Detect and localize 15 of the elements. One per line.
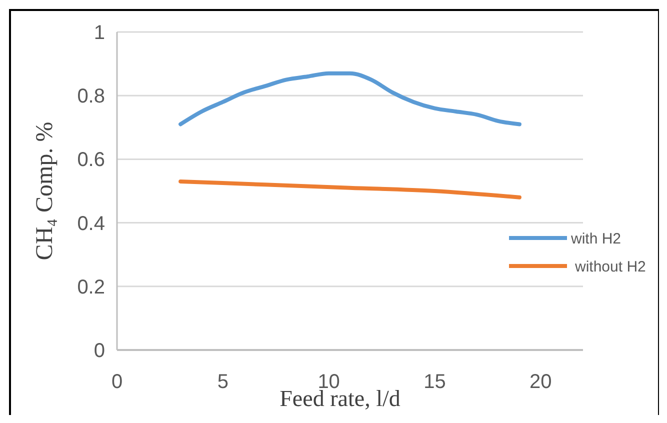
y-tick-label: 0.2	[77, 276, 105, 298]
x-tick-label: 0	[111, 371, 123, 393]
line-series	[178, 179, 522, 200]
y-tick-label: 0.6	[77, 149, 105, 172]
x-tick-label: 20	[530, 371, 552, 393]
y-tick-label: 0.8	[77, 86, 105, 108]
line-series	[178, 71, 522, 126]
y-tick-label: 0.4	[77, 212, 105, 235]
y-tick-label: 1	[94, 22, 105, 44]
y-tick-label: 0	[94, 340, 105, 362]
y-axis-title: CH₄ Comp. %	[32, 122, 58, 260]
legend-label: without H2	[574, 258, 646, 276]
x-tick-label: 5	[217, 371, 228, 393]
x-tick-label: 15	[424, 371, 446, 393]
legend-label: with H2	[570, 230, 622, 248]
